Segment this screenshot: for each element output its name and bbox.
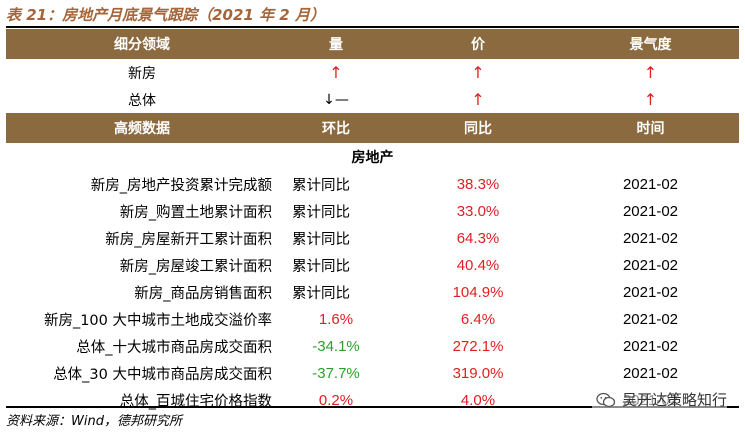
watermark-text: 吴开达策略知行 [621,391,727,409]
table-title: 表 21：房地产月底景气跟踪（2021 年 2 月） [6,6,325,24]
header-segment: 细分领域 [6,29,278,59]
header-time: 时间 [562,113,739,143]
summary-row: 总体 ↓— ↑ ↑ [6,86,739,113]
time-value: 2021-02 [622,338,679,355]
section-row: 房地产 [6,143,739,171]
header-yoy: 同比 [394,113,562,143]
mom-value: 累计同比 [292,286,350,302]
header-sentiment: 景气度 [562,29,739,59]
up-arrow-icon: ↑ [471,90,485,109]
table-row: 新房_100 大中城市土地成交溢价率 1.6% 6.4% 2021-02 [6,306,739,333]
table-row: 新房_购置土地累计面积 累计同比 33.0% 2021-02 [6,198,739,225]
header-indicator: 高频数据 [6,113,278,143]
yoy-value: 6.4% [460,311,496,328]
table-row: 总体_十大城市商品房成交面积 -34.1% 272.1% 2021-02 [6,333,739,360]
indicator-name: 总体_30 大中城市商品房成交面积 [53,367,272,383]
time-value: 2021-02 [622,311,679,328]
time-value: 2021-02 [622,284,679,301]
summary-name: 新房 [128,65,156,82]
time-value: 2021-02 [622,230,679,247]
yoy-value: 40.4% [456,257,500,274]
indicator-name: 新房_100 大中城市土地成交溢价率 [43,313,272,329]
indicator-name: 新房_房屋竣工累计面积 [119,259,272,275]
source-note: 资料来源：Wind，德邦研究所 [6,414,182,429]
mom-value: -37.7% [312,365,360,382]
bottom-rule [6,406,739,408]
mom-value: -34.1% [312,338,360,355]
indicator-name: 新房_房地产投资累计完成额 [90,178,272,194]
summary-row: 新房 ↑ ↑ ↑ [6,59,739,86]
time-value: 2021-02 [622,176,679,193]
mom-value: 0.2% [318,392,354,409]
watermark: 吴开达策略知行 [591,389,727,410]
yoy-value: 38.3% [456,176,500,193]
header-volume: 量 [278,29,394,59]
table-row: 总体_30 大中城市商品房成交面积 -37.7% 319.0% 2021-02 [6,360,739,387]
top-rule [6,26,739,28]
yoy-value: 104.9% [452,284,504,301]
table-row: 新房_房地产投资累计完成额 累计同比 38.3% 2021-02 [6,171,739,198]
up-arrow-icon: ↑ [329,63,343,82]
header-price: 价 [394,29,562,59]
table-row: 新房_商品房销售面积 累计同比 104.9% 2021-02 [6,279,739,306]
yoy-value: 319.0% [452,365,504,382]
indicator-name: 新房_商品房销售面积 [134,286,272,302]
time-value: 2021-02 [622,257,679,274]
summary-name: 总体 [128,92,156,109]
header-mom: 环比 [278,113,394,143]
detail-header-row: 高频数据 环比 同比 时间 [6,113,739,143]
sentiment-table: 细分领域 量 价 景气度 新房 ↑ ↑ ↑ 总体 ↓— ↑ ↑ 高频数据 环比 … [6,29,739,414]
table-row: 新房_房屋竣工累计面积 累计同比 40.4% 2021-02 [6,252,739,279]
yoy-value: 4.0% [460,392,496,409]
mom-value: 累计同比 [292,178,350,194]
up-arrow-icon: ↑ [643,90,658,109]
mom-value: 1.6% [318,311,354,328]
mom-value: 累计同比 [292,259,350,275]
summary-header-row: 细分领域 量 价 景气度 [6,29,739,59]
yoy-value: 64.3% [456,230,500,247]
yoy-value: 272.1% [452,338,504,355]
section-title: 房地产 [351,150,394,166]
yoy-value: 33.0% [456,203,500,220]
indicator-name: 总体_十大城市商品房成交面积 [76,340,272,356]
mom-value: 累计同比 [292,205,350,221]
down-flat-arrow-icon: ↓— [323,91,349,108]
table-row: 新房_房屋新开工累计面积 累计同比 64.3% 2021-02 [6,225,739,252]
up-arrow-icon: ↑ [643,63,658,82]
indicator-name: 新房_购置土地累计面积 [119,205,272,221]
time-value: 2021-02 [622,365,679,382]
indicator-name: 新房_房屋新开工累计面积 [105,232,272,248]
mom-value: 累计同比 [292,232,350,248]
time-value: 2021-02 [622,203,679,220]
up-arrow-icon: ↑ [471,63,485,82]
wechat-icon [596,392,616,408]
